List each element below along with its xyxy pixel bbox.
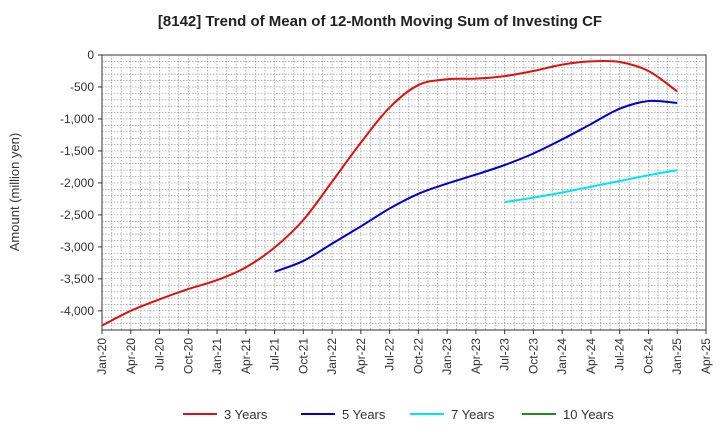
legend-label: 5 Years [342, 407, 386, 422]
x-tick-label: Apr-24 [584, 338, 598, 374]
legend: 3 Years 5 Years 7 Years 10 Years [183, 407, 614, 422]
x-tick-label: Jul-24 [613, 338, 627, 371]
x-tick-label: Apr-23 [469, 338, 483, 374]
series-line-7-years [504, 169, 678, 204]
x-tick-label: Jan-24 [555, 338, 569, 375]
x-tick-label: Apr-20 [124, 338, 138, 374]
x-tick-label: Jan-20 [95, 338, 109, 375]
x-tick-label: Jul-20 [153, 338, 167, 371]
y-tick-label: -1,500 [60, 144, 94, 158]
x-tick-label: Apr-22 [354, 338, 368, 374]
x-tick-label: Jan-21 [210, 338, 224, 375]
x-tick-label: Jul-22 [383, 338, 397, 371]
y-tick-label: -3,500 [60, 272, 94, 286]
series-lines [101, 59, 678, 327]
x-axis-ticks: Jan-20 Apr-20 Jul-20 Oct-20 Jan-21 Apr-21 Jul-… [95, 330, 713, 375]
y-tick-label: -2,000 [60, 176, 94, 190]
y-axis-label: Amount (million yen) [7, 133, 22, 252]
x-tick-label: Jul-21 [268, 338, 282, 371]
x-tick-label: Oct-24 [641, 338, 655, 374]
x-tick-label: Jan-22 [325, 338, 339, 375]
y-tick-label: -3,000 [60, 240, 94, 254]
y-tick-label: -4,000 [60, 304, 94, 318]
grid [102, 55, 706, 330]
y-tick-label: -2,500 [60, 208, 94, 222]
series-line-5-years [274, 99, 678, 273]
x-tick-label: Apr-21 [239, 338, 253, 374]
x-tick-label: Jul-23 [498, 338, 512, 371]
chart-title: [8142] Trend of Mean of 12-Month Moving … [158, 13, 602, 30]
x-tick-label: Oct-20 [181, 338, 195, 374]
legend-label: 10 Years [563, 407, 614, 422]
y-axis-ticks: 0 -500 -1,000 -1,500 -2,000 -2,500 -3,000 -3,50… [60, 48, 102, 318]
y-tick-label: -500 [70, 80, 94, 94]
legend-label: 3 Years [224, 407, 268, 422]
x-tick-label: Oct-22 [411, 338, 425, 374]
x-tick-label: Oct-23 [526, 338, 540, 374]
y-tick-label: 0 [87, 48, 94, 62]
plot-area [101, 54, 707, 331]
series-line-3-years [101, 59, 678, 327]
legend-label: 7 Years [451, 407, 495, 422]
x-tick-label: Apr-25 [699, 338, 713, 374]
y-tick-label: -1,000 [60, 112, 94, 126]
x-tick-label: Jan-25 [670, 338, 684, 375]
x-tick-label: Oct-21 [296, 338, 310, 374]
x-tick-label: Jan-23 [440, 338, 454, 375]
